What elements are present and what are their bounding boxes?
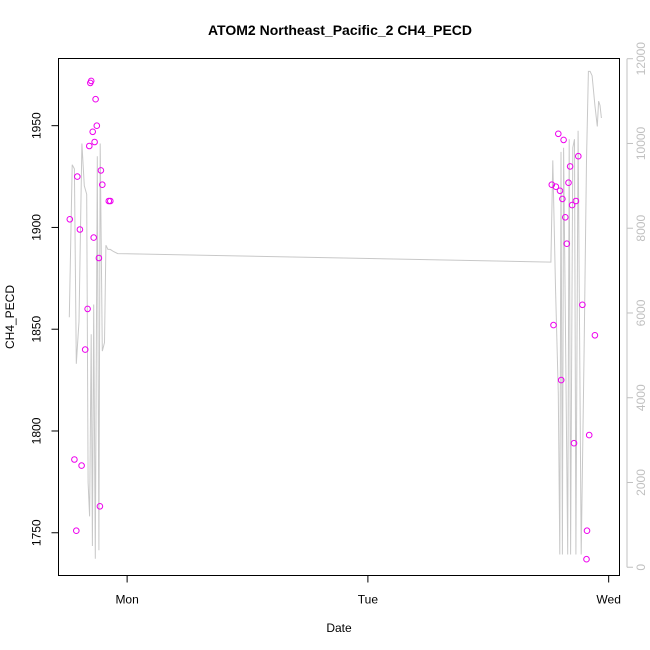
data-point [572, 197, 580, 205]
data-point [585, 431, 593, 439]
data-point [90, 234, 97, 241]
y-tick-label: 1750 [30, 519, 44, 546]
y-tick-label: 1900 [30, 214, 44, 241]
data-point [575, 152, 582, 160]
data-point [562, 214, 569, 221]
y2-tick-label: 6000 [634, 299, 648, 326]
data-point [570, 439, 578, 447]
data-point [559, 195, 566, 203]
data-point [71, 456, 78, 463]
data-point [89, 128, 96, 136]
y2-tick-label: 10000 [634, 126, 648, 160]
data-point [86, 142, 93, 150]
y-axis-label: CH4_PECD [3, 285, 17, 349]
data-point [566, 163, 574, 170]
data-point [552, 183, 560, 190]
point-series-layer [66, 77, 599, 563]
y2-tick-label: 8000 [634, 215, 648, 242]
data-point [97, 167, 105, 174]
data-point [550, 321, 557, 329]
data-point [560, 136, 567, 144]
x-axis-label: Date [326, 621, 352, 635]
data-point [87, 77, 95, 85]
data-point [93, 122, 101, 129]
data-point [99, 181, 106, 188]
x-axis: Mon Tue Wed [115, 575, 621, 607]
data-point [78, 462, 85, 469]
data-point [583, 527, 591, 535]
y-tick-label: 1800 [30, 417, 44, 444]
x-tick-label: Wed [596, 593, 620, 607]
data-point [91, 138, 98, 146]
data-point [76, 226, 84, 233]
data-point [563, 240, 571, 247]
data-point [548, 181, 556, 188]
data-point [74, 173, 81, 180]
plot-area-box [58, 58, 620, 576]
data-point [591, 332, 599, 339]
data-point [73, 527, 80, 535]
data-point [92, 95, 99, 103]
chart-title: ATOM2 Northeast_Pacific_2 CH4_PECD [208, 22, 472, 38]
data-point [568, 201, 576, 209]
data-point [556, 187, 564, 195]
data-point [579, 301, 586, 309]
data-point [96, 503, 104, 510]
data-point [107, 197, 114, 205]
y-axis-right: 0 2000 4000 6000 8000 10000 12000 [626, 42, 648, 571]
y2-tick-label: 4000 [634, 384, 648, 411]
data-point [95, 254, 103, 262]
y-tick-label: 1950 [30, 112, 44, 139]
data-point [583, 555, 590, 563]
data-point [557, 376, 565, 384]
data-point [555, 130, 562, 138]
y2-tick-label: 0 [634, 564, 648, 571]
y-axis-left: 1750 1800 1850 1900 1950 [30, 112, 59, 546]
x-tick-label: Mon [115, 593, 138, 607]
y2-tick-label: 12000 [634, 42, 648, 76]
y-tick-label: 1850 [30, 316, 44, 343]
data-point [81, 346, 89, 353]
y2-tick-label: 2000 [634, 469, 648, 496]
line-series-0 [68, 70, 602, 559]
x-tick-label: Tue [358, 593, 379, 607]
line-series-layer [68, 70, 602, 559]
data-point [565, 179, 572, 186]
data-point [66, 216, 74, 223]
data-point [84, 305, 91, 313]
